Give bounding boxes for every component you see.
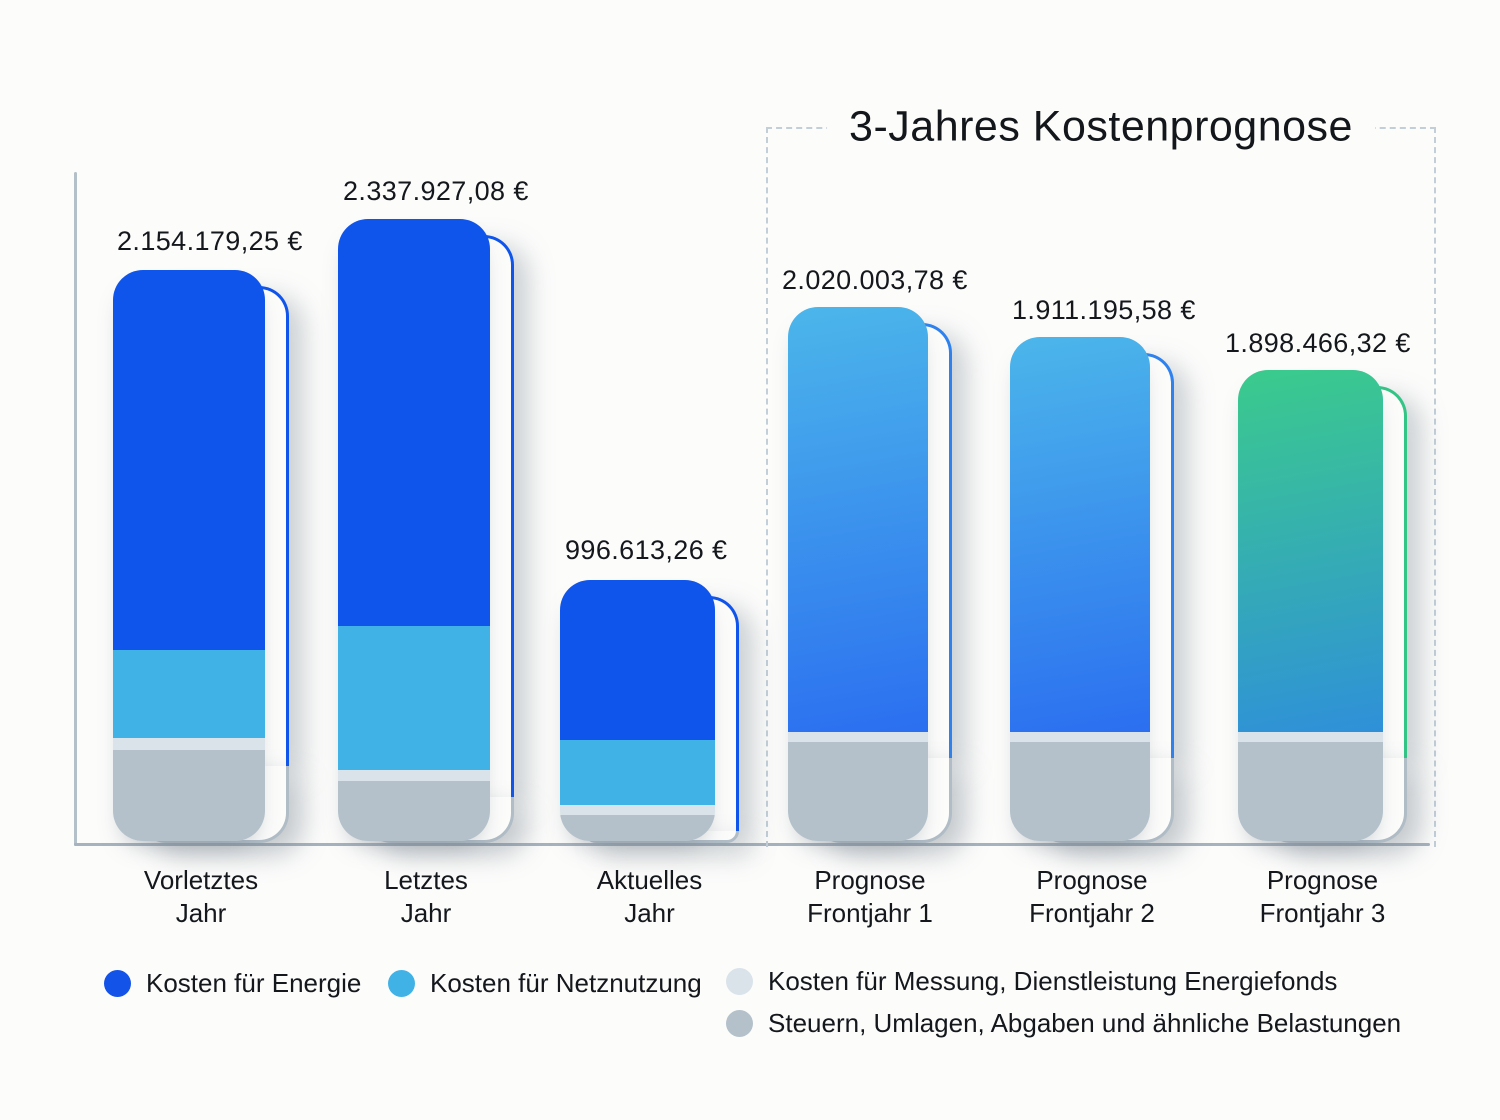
bar-segment-steuern [1010, 742, 1150, 841]
bar-value-label: 2.337.927,08 € [343, 176, 529, 206]
bar-value-label: 996.613,26 € [565, 535, 728, 565]
bar [338, 219, 490, 841]
bar-group-6 [1238, 370, 1413, 851]
bar-segment-messung [1238, 732, 1383, 742]
bar-group-3 [560, 580, 745, 851]
bar-group-1 [113, 270, 295, 851]
bar-segment-energie [560, 580, 715, 740]
bar-value-label: 2.020.003,78 € [782, 265, 968, 295]
bar-segment-netznutzung [338, 626, 490, 770]
legend-item-netznutzung: Kosten für Netznutzung [388, 968, 702, 999]
bar-segment-messung [338, 770, 490, 781]
prognosis-box-title: 3-Jahres Kostenprognose [827, 102, 1375, 152]
bar-segment-steuern [338, 781, 490, 841]
bar-segment-prognose [1010, 337, 1150, 732]
bar-segment-energie [338, 219, 490, 626]
bar [788, 307, 928, 841]
bar-segment-prognose [1238, 370, 1383, 732]
bar-category-label: Prognose Frontjahr 3 [1259, 865, 1386, 929]
bar-segment-netznutzung [560, 740, 715, 805]
bar-segment-prognose [788, 307, 928, 732]
bar-group-2 [338, 219, 520, 851]
legend-item-steuern: Steuern, Umlagen, Abgaben und ähnliche B… [726, 1008, 1401, 1039]
legend-label: Steuern, Umlagen, Abgaben und ähnliche B… [768, 1008, 1402, 1038]
legend-dot-energie [104, 970, 131, 997]
bar-segment-steuern [1238, 742, 1383, 841]
y-axis-line [74, 172, 77, 846]
bar-segment-messung [560, 805, 715, 815]
bar-category-label: Aktuelles Jahr [596, 865, 703, 929]
legend-label: Kosten für Netznutzung [430, 968, 702, 998]
bar-value-label: 2.154.179,25 € [117, 226, 303, 256]
bar-segment-messung [788, 732, 928, 742]
legend-dot-netznutzung [388, 970, 415, 997]
bar-group-4 [788, 307, 958, 851]
prognosis-dashed-box: 3-Jahres Kostenprognose [766, 102, 1436, 847]
bar-value-label: 1.898.466,32 € [1225, 328, 1411, 358]
bar-segment-steuern [788, 742, 928, 841]
bar-segment-messung [1010, 732, 1150, 742]
legend-item-energie: Kosten für Energie [104, 968, 361, 999]
bar-category-label: Prognose Frontjahr 2 [1029, 865, 1155, 929]
bar [1238, 370, 1383, 841]
bar [113, 270, 265, 841]
bar-segment-netznutzung [113, 650, 265, 738]
bar-segment-steuern [113, 750, 265, 841]
bar-category-label: Prognose Frontjahr 1 [807, 865, 933, 929]
legend-item-messung: Kosten für Messung, Dienstleistung Energ… [726, 966, 1337, 997]
bar-segment-steuern [560, 815, 715, 841]
legend-label: Kosten für Energie [146, 968, 362, 998]
legend-label: Kosten für Messung, Dienstleistung Energ… [768, 966, 1338, 996]
bar [560, 580, 715, 841]
bar-group-5 [1010, 337, 1180, 851]
bar-segment-energie [113, 270, 265, 650]
legend-dot-steuern [726, 1010, 753, 1037]
bar-segment-messung [113, 738, 265, 750]
bar [1010, 337, 1150, 841]
bar-category-label: Vorletztes Jahr [143, 865, 259, 929]
bar-value-label: 1.911.195,58 € [1012, 295, 1196, 325]
legend-dot-messung [726, 968, 753, 995]
x-axis-line [74, 843, 1430, 846]
bar-category-label: Letztes Jahr [384, 865, 468, 929]
